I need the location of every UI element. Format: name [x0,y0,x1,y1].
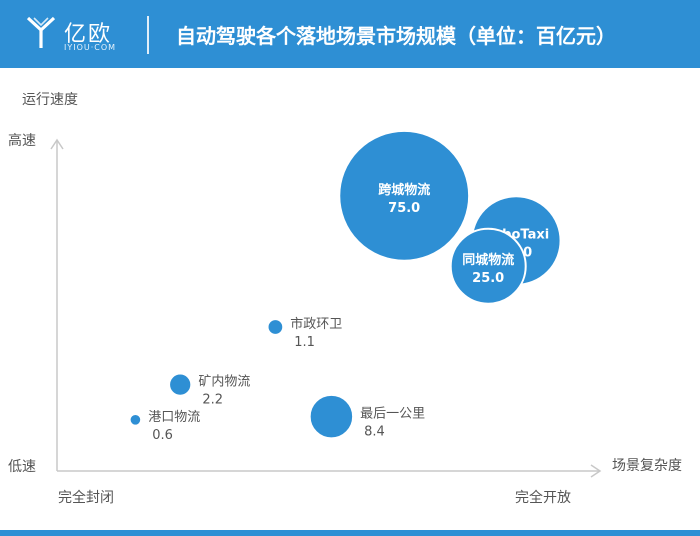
x-axis-title: 场景复杂度 [612,457,682,474]
bubble-value-0: 75.0 [388,201,420,216]
y-axis-title: 运行速度 [22,92,78,108]
x-high-label: 完全开放 [515,489,571,506]
bubble-value-3: 1.1 [294,335,315,350]
header-bar: 亿欧 IYIOU·COM 自动驾驶各个落地场景市场规模（单位：百亿元） [0,0,700,68]
bubble-value-2: 25.0 [472,271,504,286]
header-divider [147,16,149,54]
bubble-6 [128,412,143,427]
y-axis-arrow [50,138,64,150]
x-axis-arrow [590,464,602,478]
x-low-label: 完全封闭 [58,489,114,506]
bubble-label-6: 港口物流 [148,410,200,425]
y-low-label: 低速 [8,459,36,475]
bubble-label-5: 最后一公里 [360,407,425,422]
bubble-4 [168,372,193,397]
bubble-chart: 运行速度高速低速场景复杂度完全封闭完全开放跨城物流75.0RoboTaxi35.… [0,68,700,536]
bubble-label-2: 同城物流 [462,252,514,268]
page-title: 自动驾驶各个落地场景市场规模（单位：百亿元） [176,24,616,48]
bubble-value-4: 2.2 [202,393,223,408]
bubble-label-4: 矿内物流 [198,374,250,390]
bubble-label-3: 市政环卫 [290,316,342,332]
bubble-value-5: 8.4 [364,425,385,440]
logo: 亿欧 IYIOU·COM [26,14,146,56]
bubble-chart-svg: 运行速度高速低速场景复杂度完全封闭完全开放跨城物流75.0RoboTaxi35.… [8,92,682,506]
logo-text: 亿欧 [64,22,113,47]
logo-subtext: IYIOU·COM [64,43,117,52]
logo-mark-icon [26,16,56,48]
bubble-label-0: 跨城物流 [378,182,430,198]
y-high-label: 高速 [8,132,36,149]
bottom-bar [0,530,700,536]
bubble-value-6: 0.6 [152,428,173,443]
bubble-2 [449,227,527,305]
bubble-5 [308,393,355,440]
bubble-3 [266,318,285,336]
bubble-0 [338,129,471,262]
